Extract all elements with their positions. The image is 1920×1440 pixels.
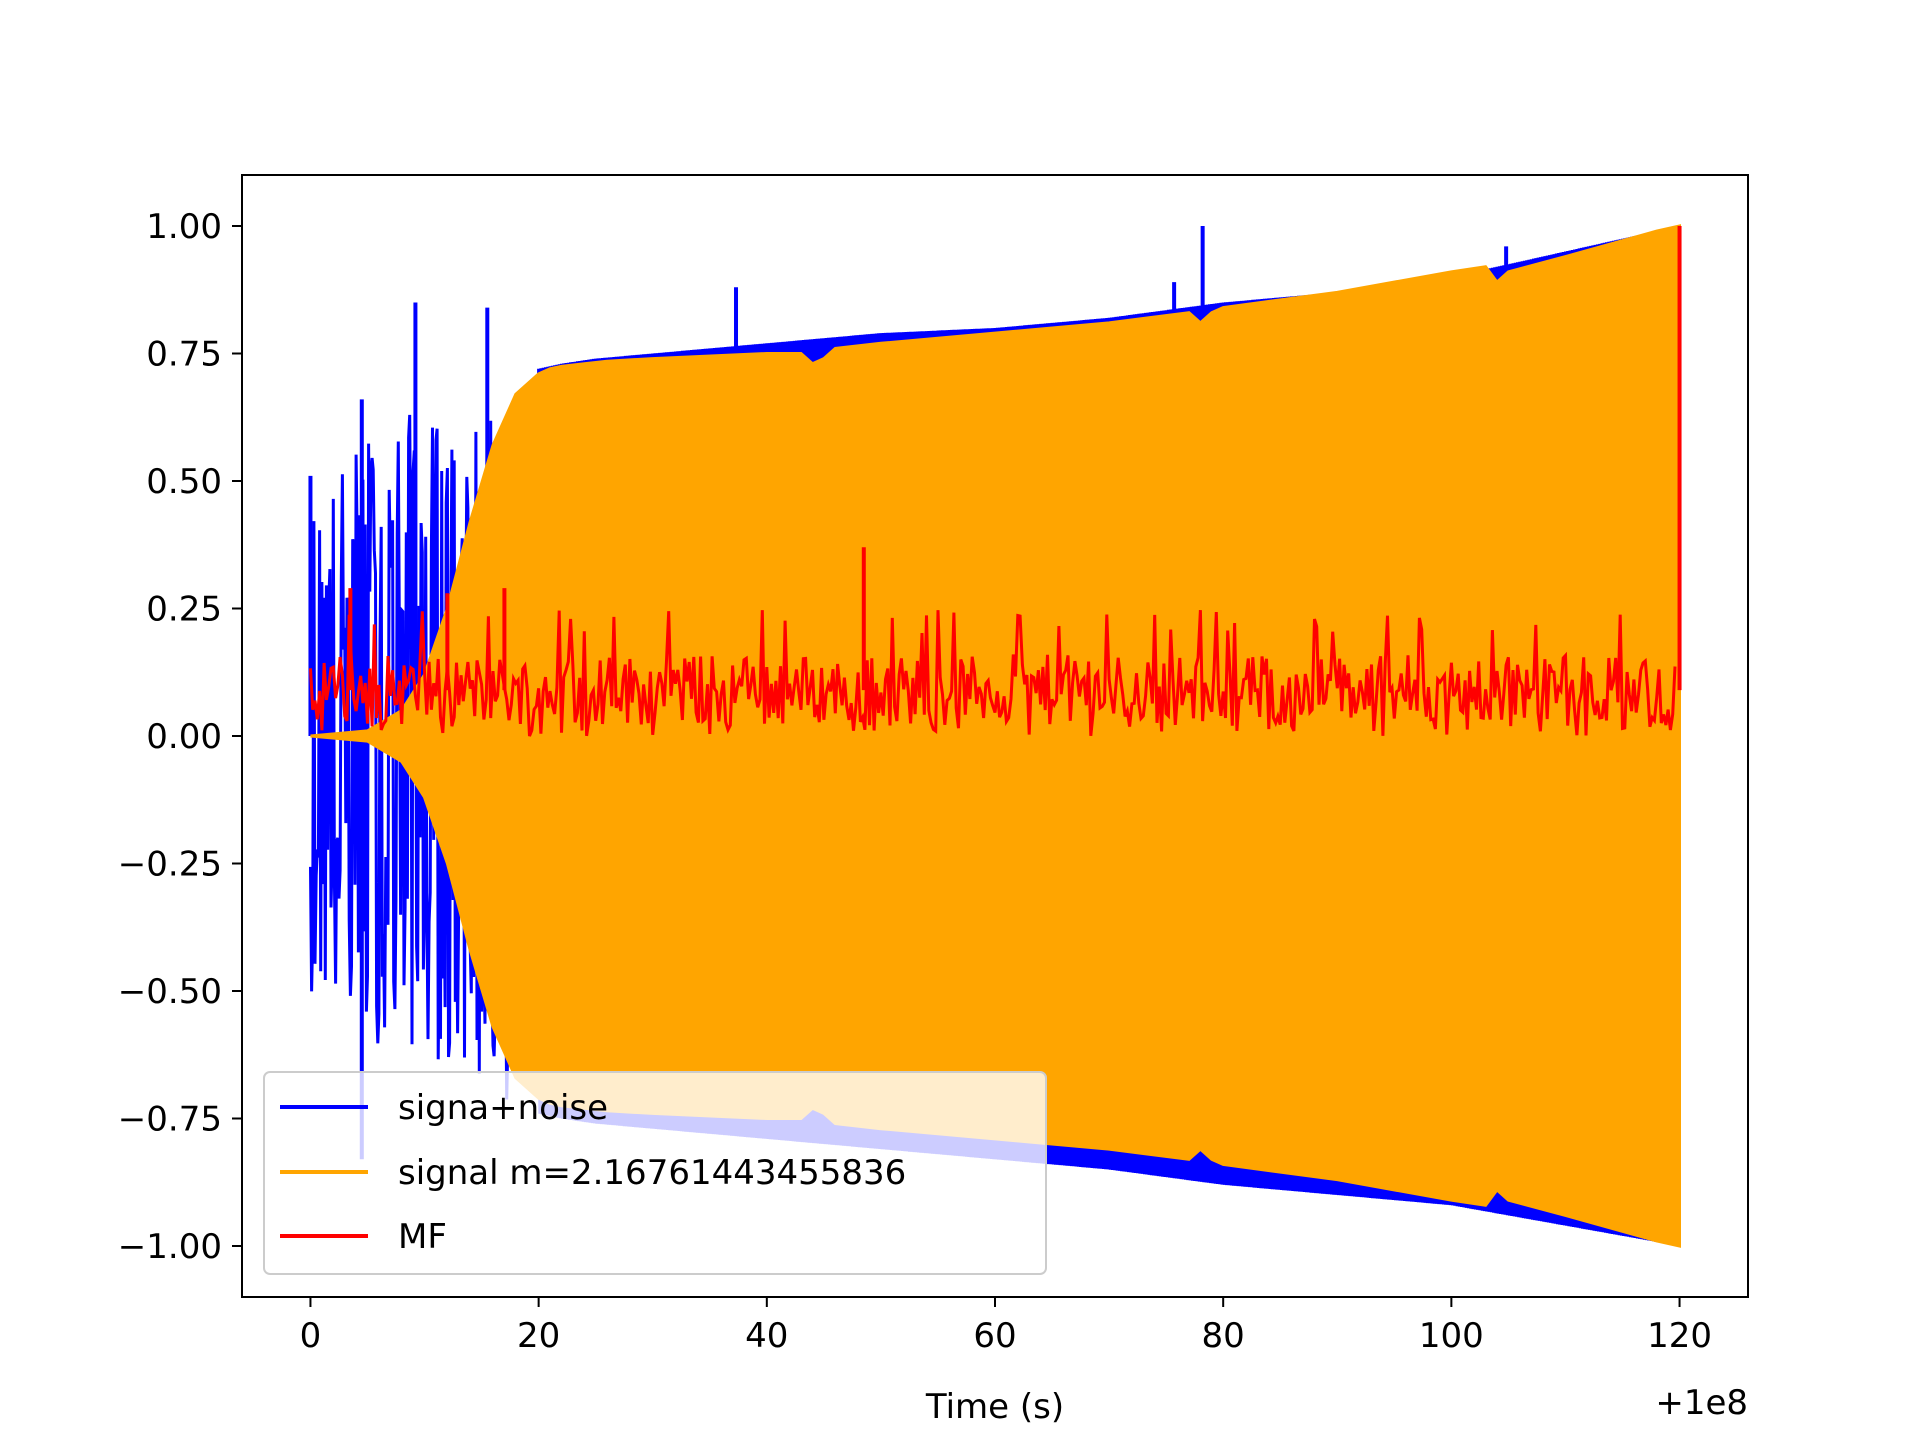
x-axis-offset-label: +1e8 <box>1655 1383 1748 1423</box>
x-axis-label: Time (s) <box>925 1387 1064 1427</box>
x-tick-label-5: 100 <box>1419 1316 1484 1356</box>
x-tick-label-2: 40 <box>745 1316 788 1356</box>
y-tick-label-7: −0.75 <box>118 1100 222 1140</box>
x-tick-label-3: 60 <box>973 1316 1016 1356</box>
legend-label-mf: MF <box>398 1217 447 1257</box>
series-mf <box>309 226 1682 737</box>
legend: signa+noise signal m=2.16761443455836 MF <box>263 1071 1047 1275</box>
y-axis: 1.00 0.75 0.50 0.25 0.00 −0.25 −0.50 −0.75 −1.00 <box>118 207 242 1267</box>
y-tick-label-8: −1.00 <box>118 1227 222 1267</box>
y-tick-label-6: −0.50 <box>118 972 222 1012</box>
x-tick-label-4: 80 <box>1202 1316 1245 1356</box>
x-tick-label-0: 0 <box>300 1316 322 1356</box>
x-tick-label-6: 120 <box>1647 1316 1712 1356</box>
y-tick-label-4: 0.00 <box>146 717 222 757</box>
y-tick-label-5: −0.25 <box>118 845 222 885</box>
series-layer <box>308 224 1682 1248</box>
y-tick-label-2: 0.50 <box>146 462 222 502</box>
legend-label-signa-noise: signa+noise <box>398 1088 608 1128</box>
y-tick-label-3: 0.25 <box>146 590 222 630</box>
x-axis: 0 20 40 60 80 100 120 <box>300 1297 1712 1356</box>
y-tick-label-0: 1.00 <box>146 207 222 247</box>
legend-label-signal: signal m=2.16761443455836 <box>398 1153 906 1193</box>
x-tick-label-1: 20 <box>517 1316 560 1356</box>
y-tick-label-1: 0.75 <box>146 335 222 375</box>
series-line-mf <box>309 610 1677 737</box>
legend-frame <box>263 1071 1047 1275</box>
